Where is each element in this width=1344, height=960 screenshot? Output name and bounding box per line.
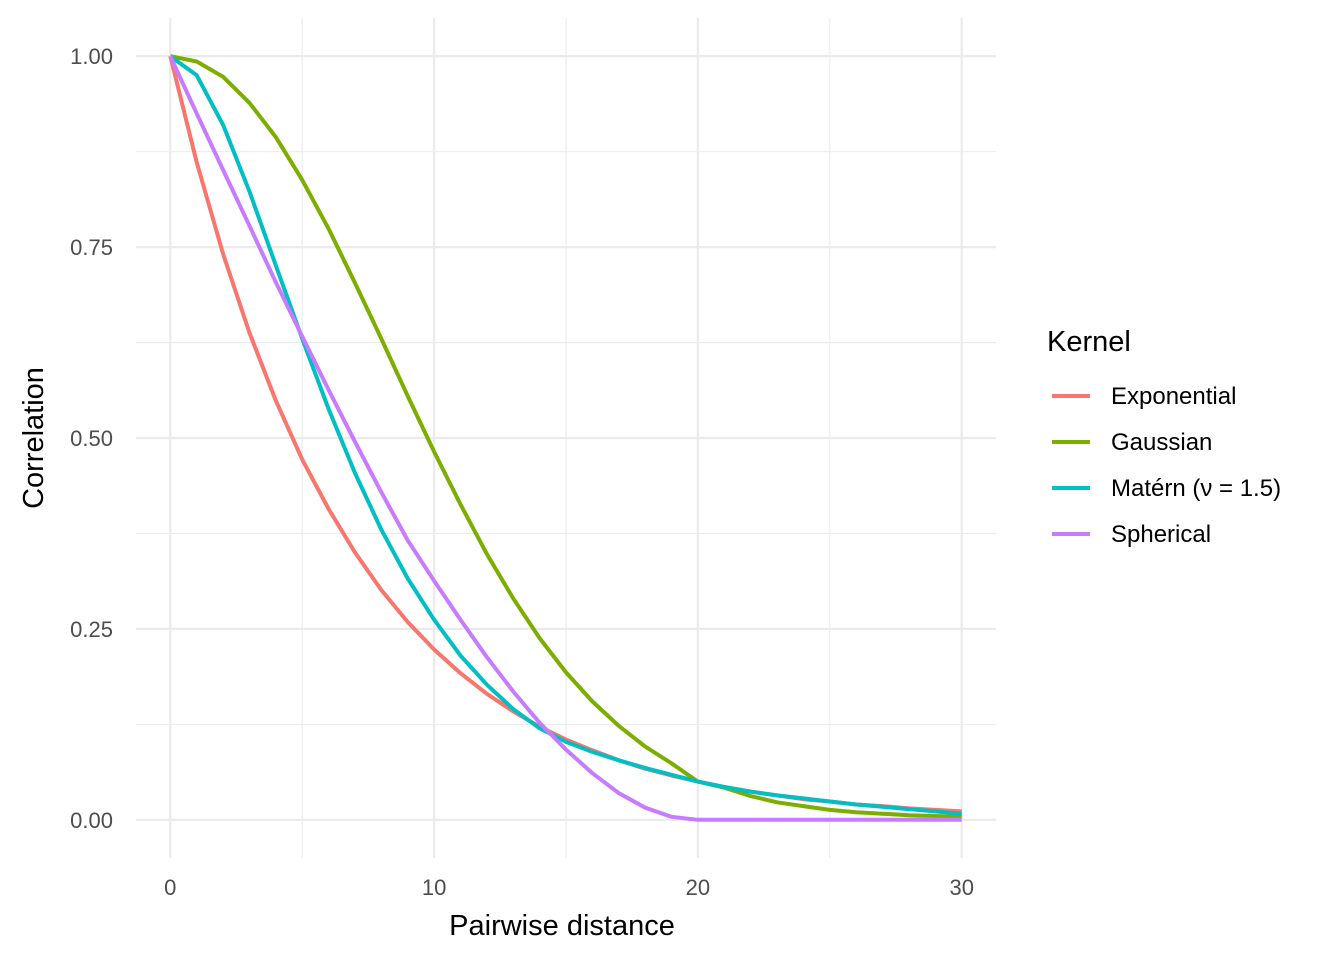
- y-tick-label: 0.00: [70, 808, 113, 833]
- series-line-spherical: [168, 55, 962, 822]
- x-tick-label: 10: [422, 875, 446, 900]
- y-tick-label: 0.75: [70, 235, 113, 260]
- legend-title: Kernel: [1047, 326, 1131, 358]
- series-line-gaussian: [169, 54, 962, 819]
- y-tick-label: 1.00: [70, 44, 113, 69]
- x-tick-label: 30: [949, 875, 973, 900]
- major-gridlines: [136, 18, 996, 858]
- x-tick-label: 20: [686, 875, 710, 900]
- y-axis-tick-labels: 0.00 0.25 0.50 0.75 1.00: [70, 44, 113, 833]
- legend-items: Exponential Gaussian Matérn (ν = 1.5) Spher…: [1052, 383, 1281, 548]
- legend-label-mat-rn: Matérn (ν = 1.5): [1111, 475, 1281, 502]
- x-axis-title: Pairwise distance: [449, 910, 675, 942]
- x-axis-tick-labels: 0 10 20 30: [164, 875, 974, 900]
- legend-label-spherical: Spherical: [1111, 521, 1211, 548]
- legend: Kernel Exponential Gaussian Matérn (ν = 1.…: [1047, 326, 1281, 548]
- x-tick-label: 0: [164, 875, 176, 900]
- series-lines: [168, 54, 962, 822]
- y-tick-label: 0.50: [70, 426, 113, 451]
- y-tick-label: 0.25: [70, 617, 113, 642]
- y-axis-title: Correlation: [18, 367, 50, 509]
- legend-label-exponential: Exponential: [1111, 383, 1236, 410]
- legend-label-gaussian: Gaussian: [1111, 429, 1212, 456]
